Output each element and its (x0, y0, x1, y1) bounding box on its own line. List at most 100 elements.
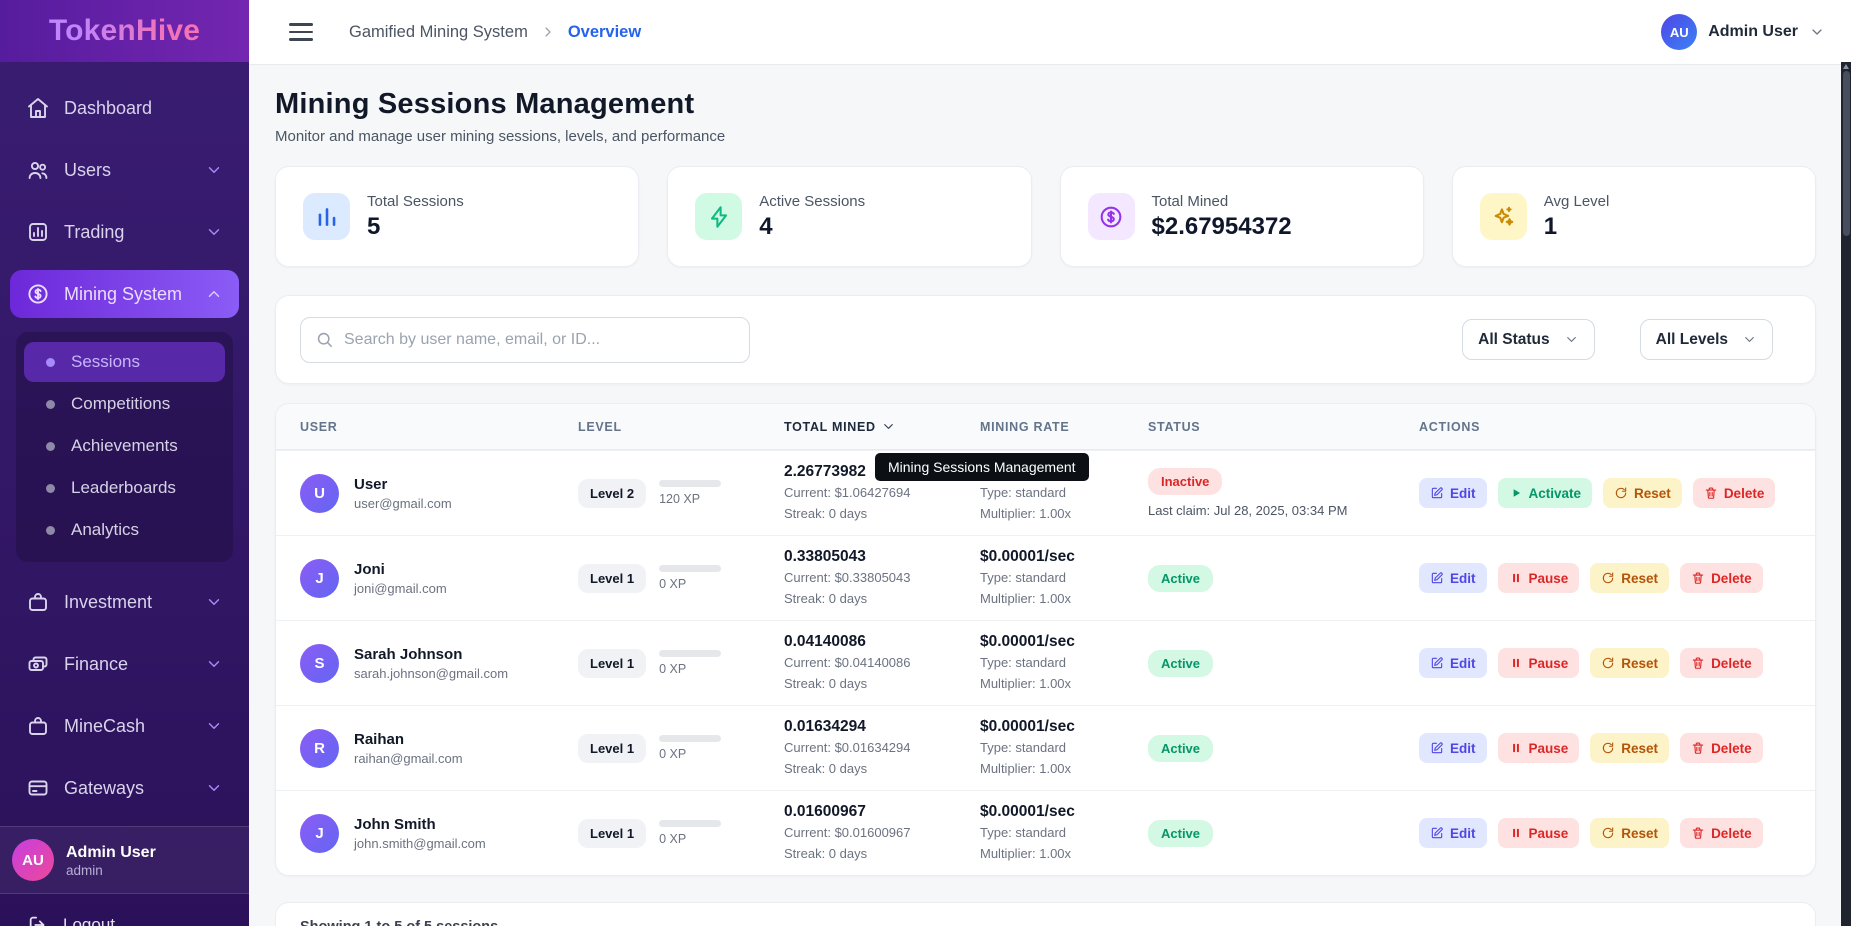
reset-button[interactable]: Reset (1590, 563, 1670, 593)
mining-rate-value: $0.00001/sec (980, 718, 1075, 736)
sidebar-item-label: Users (64, 159, 112, 180)
pause-button[interactable]: Pause (1497, 818, 1580, 848)
status-badge: Active (1148, 819, 1214, 847)
chevron-down-icon (1564, 332, 1579, 347)
delete-button[interactable]: Delete (1680, 733, 1763, 763)
total-mined-value: 2.26773982 (784, 463, 866, 481)
last-claim-label: Last claim: Jul 28, 2025, 03:34 PM (1148, 503, 1348, 518)
sidebar-item-dashboard[interactable]: Dashboard (10, 84, 239, 132)
avatar: J (300, 813, 339, 853)
pause-icon (1512, 743, 1519, 753)
trash-icon (1692, 657, 1704, 669)
sidebar-item-minecash[interactable]: MineCash (10, 702, 239, 750)
submenu-item-label: Achievements (71, 436, 178, 455)
type-value: Type: standard (980, 825, 1066, 841)
edit-button[interactable]: Edit (1419, 733, 1487, 763)
column-header-total-mined[interactable]: Total Mined (784, 419, 980, 434)
level-badge: Level 1 (578, 648, 647, 678)
breadcrumb-current[interactable]: Overview (567, 22, 642, 41)
current-value: Current: $0.04140086 (784, 655, 911, 671)
logout-button[interactable]: Logout (0, 894, 249, 926)
submenu-item-sessions[interactable]: Sessions (24, 342, 225, 382)
mining-rate-value: $0.00001/sec (980, 803, 1075, 821)
table-row: S Sarah Johnson sarah.johnson@gmail.com … (276, 620, 1815, 705)
total-mined-value: 0.33805043 (784, 548, 866, 566)
sidebar-item-mining-system[interactable]: Mining System (10, 270, 239, 318)
submenu-item-competitions[interactable]: Competitions (24, 384, 225, 424)
user-name: John Smith (354, 815, 436, 833)
sidebar-user-name: Admin User (66, 843, 156, 861)
reset-button[interactable]: Reset (1590, 818, 1670, 848)
edit-button[interactable]: Edit (1419, 818, 1487, 848)
delete-button[interactable]: Delete (1680, 648, 1763, 678)
submenu-item-analytics[interactable]: Analytics (24, 510, 225, 550)
level-badge: Level 1 (578, 733, 647, 763)
streak-value: Streak: 0 days (784, 761, 868, 776)
page-subtitle: Monitor and manage user mining sessions,… (275, 128, 726, 145)
total-mined-value: 0.01634294 (784, 718, 866, 736)
app-logo: TokenHive (48, 14, 201, 47)
reset-button[interactable]: Reset (1590, 648, 1670, 678)
current-value: Current: $0.01600967 (784, 825, 911, 841)
menu-toggle-button[interactable] (289, 23, 313, 41)
table-row: R Raihan raihan@gmail.com Level 1 0 XP 0… (276, 705, 1815, 790)
edit-button[interactable]: Edit (1419, 478, 1487, 508)
pause-button[interactable]: Pause (1497, 563, 1580, 593)
briefcase-icon (26, 714, 50, 738)
delete-button[interactable]: Delete (1680, 818, 1763, 848)
reset-button[interactable]: Reset (1603, 478, 1682, 508)
page-title: Mining Sessions Management (275, 88, 695, 120)
chevron-down-icon (1809, 24, 1825, 40)
vertical-scrollbar[interactable] (1841, 62, 1851, 926)
search-input[interactable] (344, 330, 735, 349)
current-value: Current: $0.33805043 (784, 570, 911, 586)
edit-button[interactable]: Edit (1419, 648, 1487, 678)
pause-button[interactable]: Pause (1497, 648, 1580, 678)
avatar: R (300, 728, 339, 768)
avatar: U (300, 473, 339, 513)
pause-icon (1512, 828, 1519, 838)
user-name: Joni (354, 560, 385, 578)
pagination-summary: Showing 1 to 5 of 5 sessions (300, 919, 498, 926)
topbar-user-menu[interactable]: AU Admin User (1661, 14, 1825, 50)
submenu-item-achievements[interactable]: Achievements (24, 426, 225, 466)
table-row: J John Smith john.smith@gmail.com Level … (276, 790, 1815, 875)
status-filter-value: All Status (1478, 330, 1550, 348)
stat-label: Active Sessions (759, 192, 866, 210)
sidebar-item-finance[interactable]: Finance (10, 640, 239, 688)
play-icon (1513, 489, 1520, 497)
edit-button[interactable]: Edit (1419, 563, 1487, 593)
sidebar-user-panel[interactable]: AU Admin User admin (0, 826, 249, 894)
level-filter-select[interactable]: All Levels (1639, 319, 1773, 360)
status-filter-select[interactable]: All Status (1462, 319, 1595, 360)
activate-button[interactable]: Activate (1497, 478, 1593, 508)
sidebar-item-trading[interactable]: Trading (10, 208, 239, 256)
sidebar-item-label: MineCash (64, 715, 146, 736)
delete-button[interactable]: Delete (1680, 563, 1763, 593)
sidebar-item-users[interactable]: Users (10, 146, 239, 194)
sidebar-item-investment[interactable]: Investment (10, 578, 239, 626)
delete-button[interactable]: Delete (1692, 478, 1776, 508)
bullet-icon (46, 441, 55, 451)
sidebar-item-gateways[interactable]: Gateways (10, 764, 239, 812)
user-email: user@gmail.com (354, 495, 452, 511)
scrollbar-thumb[interactable] (1842, 71, 1850, 236)
user-name: Sarah Johnson (354, 645, 463, 663)
status-badge: Inactive (1148, 468, 1223, 495)
submenu-item-label: Leaderboards (71, 478, 176, 497)
xp-label: 0 XP (659, 577, 687, 591)
submenu-item-leaderboards[interactable]: Leaderboards (24, 468, 225, 508)
type-value: Type: standard (980, 570, 1066, 586)
users-icon (26, 158, 50, 182)
chart-icon (26, 220, 50, 244)
mining-rate-value: $0.00001/sec (980, 548, 1075, 566)
stat-card-total-sessions: Total Sessions 5 (275, 166, 640, 267)
scroll-up-arrow-icon[interactable] (1843, 64, 1849, 69)
pause-button[interactable]: Pause (1497, 733, 1580, 763)
reset-button[interactable]: Reset (1590, 733, 1670, 763)
stat-label: Total Sessions (367, 192, 464, 210)
breadcrumb-parent[interactable]: Gamified Mining System (349, 22, 528, 41)
submenu-item-label: Analytics (71, 520, 140, 539)
logout-icon (27, 914, 49, 926)
topbar: Gamified Mining System Overview AU Admin… (249, 0, 1851, 65)
